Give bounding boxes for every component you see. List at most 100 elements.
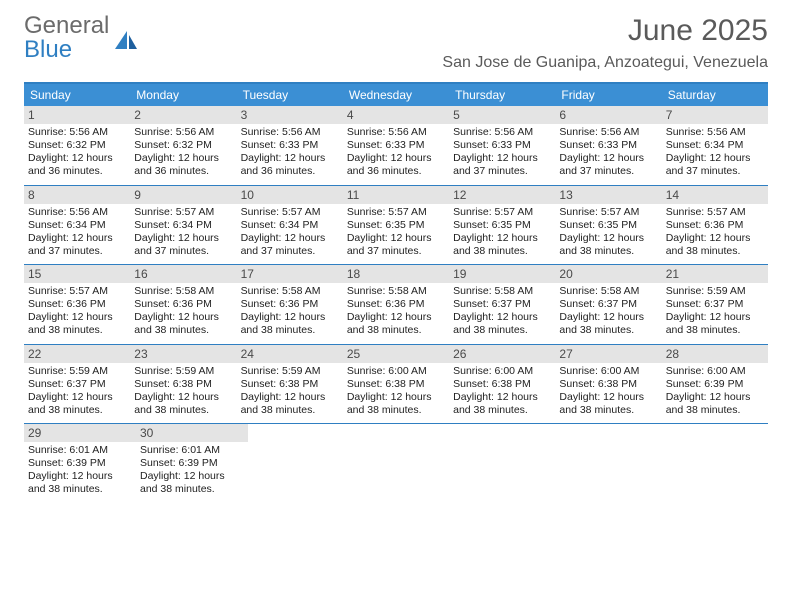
day-cell: 27Sunrise: 6:00 AMSunset: 6:38 PMDayligh…	[555, 345, 661, 424]
daylight-text-1: Daylight: 12 hours	[666, 391, 764, 404]
weekday-header: Friday	[555, 84, 661, 106]
title-block: June 2025 San Jose de Guanipa, Anzoategu…	[442, 14, 768, 72]
day-number: 7	[662, 106, 768, 124]
sunset-text: Sunset: 6:38 PM	[559, 378, 657, 391]
daylight-text-1: Daylight: 12 hours	[559, 391, 657, 404]
sunrise-text: Sunrise: 5:57 AM	[453, 206, 551, 219]
day-cell: 14Sunrise: 5:57 AMSunset: 6:36 PMDayligh…	[662, 186, 768, 265]
weekday-header: Thursday	[449, 84, 555, 106]
weekday-header-row: Sunday Monday Tuesday Wednesday Thursday…	[24, 84, 768, 106]
day-number: 1	[24, 106, 130, 124]
daylight-text-2: and 37 minutes.	[453, 165, 551, 178]
brand-text: General Blue	[24, 14, 109, 62]
sunrise-text: Sunrise: 6:00 AM	[453, 365, 551, 378]
page-header: General Blue June 2025 San Jose de Guani…	[0, 0, 792, 78]
day-cell: 22Sunrise: 5:59 AMSunset: 6:37 PMDayligh…	[24, 345, 130, 424]
sunrise-text: Sunrise: 5:56 AM	[347, 126, 445, 139]
day-cell: 3Sunrise: 5:56 AMSunset: 6:33 PMDaylight…	[237, 106, 343, 185]
daylight-text-1: Daylight: 12 hours	[241, 391, 339, 404]
brand-top: General	[24, 12, 109, 39]
daylight-text-2: and 36 minutes.	[134, 165, 232, 178]
sunrise-text: Sunrise: 6:00 AM	[666, 365, 764, 378]
day-number: 19	[449, 265, 555, 283]
day-number: 27	[555, 345, 661, 363]
sunset-text: Sunset: 6:32 PM	[28, 139, 126, 152]
daylight-text-2: and 37 minutes.	[28, 245, 126, 258]
sunrise-text: Sunrise: 5:57 AM	[666, 206, 764, 219]
day-number: 4	[343, 106, 449, 124]
daylight-text-2: and 38 minutes.	[453, 404, 551, 417]
day-cell: 23Sunrise: 5:59 AMSunset: 6:38 PMDayligh…	[130, 345, 236, 424]
sunset-text: Sunset: 6:34 PM	[28, 219, 126, 232]
sunset-text: Sunset: 6:33 PM	[453, 139, 551, 152]
day-cell: 11Sunrise: 5:57 AMSunset: 6:35 PMDayligh…	[343, 186, 449, 265]
sunset-text: Sunset: 6:36 PM	[134, 298, 232, 311]
day-number: 13	[555, 186, 661, 204]
sunset-text: Sunset: 6:38 PM	[134, 378, 232, 391]
sunset-text: Sunset: 6:33 PM	[241, 139, 339, 152]
sunset-text: Sunset: 6:39 PM	[666, 378, 764, 391]
day-cell: 18Sunrise: 5:58 AMSunset: 6:36 PMDayligh…	[343, 265, 449, 344]
sunrise-text: Sunrise: 6:01 AM	[140, 444, 244, 457]
sunrise-text: Sunrise: 5:57 AM	[347, 206, 445, 219]
daylight-text-1: Daylight: 12 hours	[347, 311, 445, 324]
day-cell: 19Sunrise: 5:58 AMSunset: 6:37 PMDayligh…	[449, 265, 555, 344]
day-cell: 26Sunrise: 6:00 AMSunset: 6:38 PMDayligh…	[449, 345, 555, 424]
day-cell: 15Sunrise: 5:57 AMSunset: 6:36 PMDayligh…	[24, 265, 130, 344]
day-number: 30	[136, 424, 248, 442]
empty-cell	[248, 424, 352, 503]
sunrise-text: Sunrise: 5:58 AM	[347, 285, 445, 298]
day-cell: 4Sunrise: 5:56 AMSunset: 6:33 PMDaylight…	[343, 106, 449, 185]
sunrise-text: Sunrise: 5:59 AM	[241, 365, 339, 378]
sunset-text: Sunset: 6:35 PM	[453, 219, 551, 232]
daylight-text-2: and 37 minutes.	[666, 165, 764, 178]
sunset-text: Sunset: 6:37 PM	[28, 378, 126, 391]
day-number: 18	[343, 265, 449, 283]
calendar: Sunday Monday Tuesday Wednesday Thursday…	[24, 82, 768, 503]
week-row: 1Sunrise: 5:56 AMSunset: 6:32 PMDaylight…	[24, 106, 768, 186]
day-cell: 10Sunrise: 5:57 AMSunset: 6:34 PMDayligh…	[237, 186, 343, 265]
daylight-text-2: and 38 minutes.	[28, 404, 126, 417]
daylight-text-2: and 38 minutes.	[453, 245, 551, 258]
day-number: 2	[130, 106, 236, 124]
sunset-text: Sunset: 6:33 PM	[347, 139, 445, 152]
day-number: 29	[24, 424, 136, 442]
empty-cell	[664, 424, 768, 503]
empty-cell	[352, 424, 456, 503]
sunset-text: Sunset: 6:34 PM	[241, 219, 339, 232]
day-number: 12	[449, 186, 555, 204]
day-cell: 5Sunrise: 5:56 AMSunset: 6:33 PMDaylight…	[449, 106, 555, 185]
daylight-text-2: and 38 minutes.	[134, 324, 232, 337]
week-row: 15Sunrise: 5:57 AMSunset: 6:36 PMDayligh…	[24, 265, 768, 345]
daylight-text-1: Daylight: 12 hours	[559, 152, 657, 165]
daylight-text-2: and 38 minutes.	[28, 324, 126, 337]
day-cell: 6Sunrise: 5:56 AMSunset: 6:33 PMDaylight…	[555, 106, 661, 185]
weeks-container: 1Sunrise: 5:56 AMSunset: 6:32 PMDaylight…	[24, 106, 768, 503]
sunset-text: Sunset: 6:39 PM	[28, 457, 132, 470]
sunset-text: Sunset: 6:37 PM	[666, 298, 764, 311]
day-cell: 17Sunrise: 5:58 AMSunset: 6:36 PMDayligh…	[237, 265, 343, 344]
daylight-text-2: and 38 minutes.	[140, 483, 244, 496]
week-row: 8Sunrise: 5:56 AMSunset: 6:34 PMDaylight…	[24, 186, 768, 266]
day-cell: 29Sunrise: 6:01 AMSunset: 6:39 PMDayligh…	[24, 424, 136, 503]
daylight-text-1: Daylight: 12 hours	[666, 311, 764, 324]
sunset-text: Sunset: 6:34 PM	[666, 139, 764, 152]
sunset-text: Sunset: 6:36 PM	[666, 219, 764, 232]
sunset-text: Sunset: 6:38 PM	[241, 378, 339, 391]
daylight-text-1: Daylight: 12 hours	[347, 391, 445, 404]
sunrise-text: Sunrise: 5:59 AM	[28, 365, 126, 378]
daylight-text-2: and 38 minutes.	[28, 483, 132, 496]
daylight-text-1: Daylight: 12 hours	[28, 152, 126, 165]
day-cell: 1Sunrise: 5:56 AMSunset: 6:32 PMDaylight…	[24, 106, 130, 185]
weekday-header: Sunday	[24, 84, 130, 106]
daylight-text-1: Daylight: 12 hours	[666, 152, 764, 165]
daylight-text-2: and 37 minutes.	[241, 245, 339, 258]
sunrise-text: Sunrise: 5:58 AM	[453, 285, 551, 298]
day-number: 6	[555, 106, 661, 124]
sunset-text: Sunset: 6:36 PM	[241, 298, 339, 311]
day-number: 21	[662, 265, 768, 283]
day-cell: 16Sunrise: 5:58 AMSunset: 6:36 PMDayligh…	[130, 265, 236, 344]
sunrise-text: Sunrise: 5:57 AM	[134, 206, 232, 219]
day-number: 14	[662, 186, 768, 204]
sunset-text: Sunset: 6:39 PM	[140, 457, 244, 470]
